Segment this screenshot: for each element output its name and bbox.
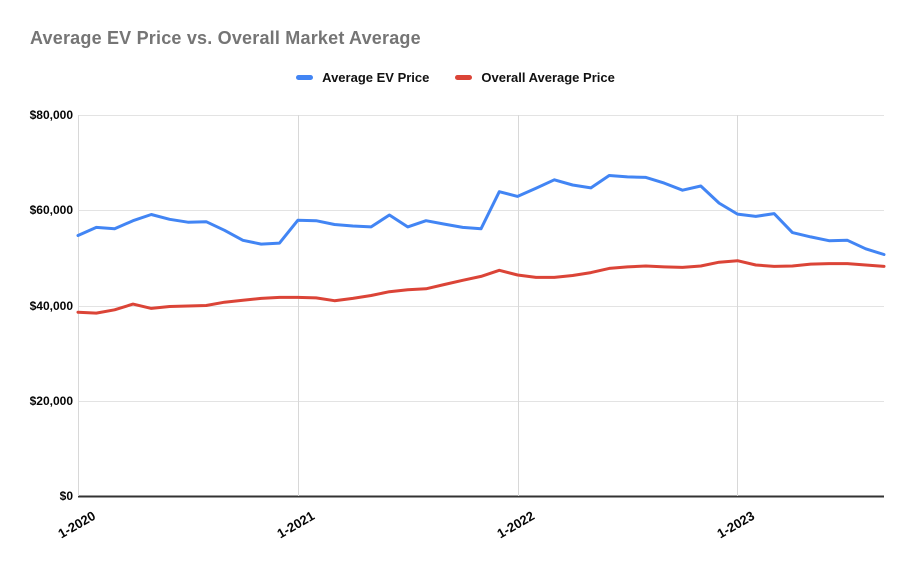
chart-legend: Average EV Price Overall Average Price [0,70,911,85]
overall-average-price-line [76,259,886,315]
y-axis-label: $40,000 [29,298,73,313]
ev-price-line [76,174,886,256]
legend-label: Overall Average Price [481,70,615,85]
legend-swatch-icon [455,75,473,80]
legend-item-overall-average-price: Overall Average Price [455,70,615,85]
y-axis-label: $60,000 [29,203,73,218]
legend-item-average-ev-price: Average EV Price [296,70,429,85]
y-axis-label: $0 [59,489,73,503]
legend-swatch-icon [296,75,314,80]
y-axis-label: $20,000 [29,393,73,408]
y-axis-label: $80,000 [29,108,73,122]
legend-label: Average EV Price [322,70,430,85]
chart-title: Average EV Price vs. Overall Market Aver… [30,28,421,48]
